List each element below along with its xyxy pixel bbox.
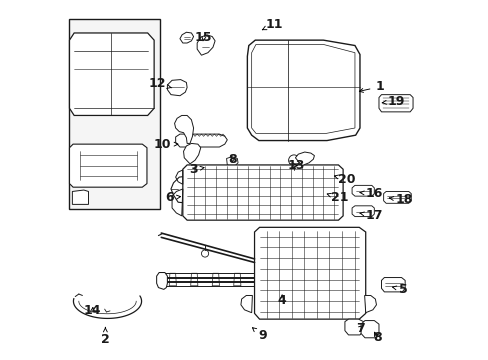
Polygon shape <box>226 157 238 166</box>
Text: 10: 10 <box>154 138 178 150</box>
Polygon shape <box>351 206 373 217</box>
Text: 21: 21 <box>326 192 347 204</box>
Polygon shape <box>72 190 88 204</box>
Text: 5: 5 <box>392 283 407 296</box>
Polygon shape <box>180 32 193 43</box>
Text: 1: 1 <box>359 80 384 93</box>
Polygon shape <box>183 165 343 220</box>
Text: 20: 20 <box>334 173 355 186</box>
Polygon shape <box>281 270 298 289</box>
Bar <box>69 19 160 209</box>
Text: 14: 14 <box>83 305 101 318</box>
Text: 3: 3 <box>189 163 203 176</box>
Polygon shape <box>381 278 405 292</box>
Text: 6: 6 <box>165 192 180 204</box>
Text: 13: 13 <box>287 159 305 172</box>
Text: 17: 17 <box>359 210 383 222</box>
Polygon shape <box>156 273 167 289</box>
Polygon shape <box>167 80 187 96</box>
Text: 9: 9 <box>252 328 266 342</box>
Polygon shape <box>197 35 215 55</box>
Text: 4: 4 <box>277 294 286 307</box>
Polygon shape <box>344 319 363 335</box>
Polygon shape <box>360 320 378 338</box>
Polygon shape <box>364 296 376 313</box>
Text: 18: 18 <box>388 193 412 206</box>
Polygon shape <box>247 40 359 140</box>
Text: 16: 16 <box>359 187 382 200</box>
Polygon shape <box>183 143 201 164</box>
Text: 8: 8 <box>228 153 237 166</box>
Text: 2: 2 <box>101 328 109 346</box>
Text: 19: 19 <box>382 95 405 108</box>
Polygon shape <box>351 185 373 196</box>
Polygon shape <box>69 144 147 187</box>
Polygon shape <box>383 192 410 203</box>
Text: 12: 12 <box>148 77 171 90</box>
Text: 11: 11 <box>262 18 282 31</box>
Polygon shape <box>171 176 206 203</box>
Polygon shape <box>254 227 365 319</box>
Text: 7: 7 <box>355 321 364 334</box>
Polygon shape <box>174 116 193 143</box>
Text: 15: 15 <box>195 31 212 44</box>
Polygon shape <box>175 134 227 147</box>
Polygon shape <box>295 152 314 166</box>
Polygon shape <box>69 33 154 116</box>
Polygon shape <box>241 296 252 313</box>
Text: 8: 8 <box>372 331 381 344</box>
Polygon shape <box>378 95 412 112</box>
